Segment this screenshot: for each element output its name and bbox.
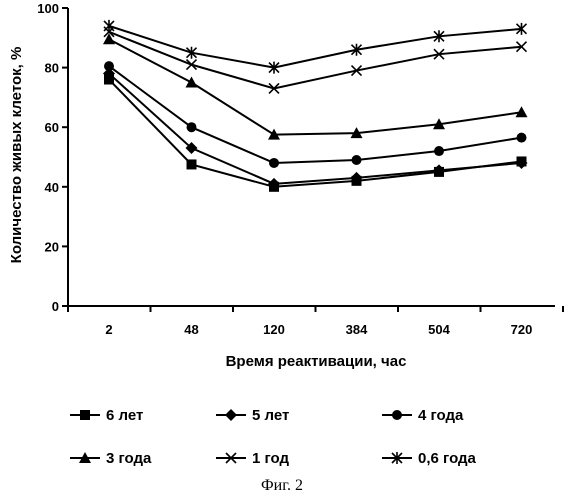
y-tick-label: 20 (45, 239, 59, 254)
series (104, 20, 527, 74)
y-tick-label: 100 (37, 1, 59, 16)
data-point (187, 122, 197, 132)
data-point (392, 410, 402, 420)
legend-item: 1 год (216, 450, 290, 467)
series-line (109, 74, 522, 184)
y-axis-title: Количество живых клеток, % (8, 47, 25, 264)
data-point (269, 158, 279, 168)
legend-item: 0,6 года (382, 450, 477, 467)
legend-item: 6 лет (70, 407, 143, 424)
series (103, 68, 528, 190)
series (103, 33, 528, 139)
series (104, 27, 527, 94)
legend-item: 3 года (70, 450, 152, 467)
y-tick-label: 80 (45, 61, 59, 76)
data-point (352, 155, 362, 165)
y-tick-label: 40 (45, 180, 59, 195)
data-point (434, 146, 444, 156)
series (104, 61, 527, 168)
data-point (187, 159, 197, 169)
x-tick-label: 120 (263, 322, 285, 337)
y-axis-ticks: 0 20 40 60 80 100 (37, 1, 68, 314)
legend-item: 5 лет (216, 407, 289, 424)
y-tick-label: 0 (52, 299, 59, 314)
legend-label: 1 год (252, 450, 290, 467)
data-point (517, 133, 527, 143)
x-tick-label: 504 (428, 322, 450, 337)
figure-caption: Фиг. 2 (261, 477, 303, 494)
data-point (516, 106, 528, 117)
data-point (80, 410, 90, 420)
legend-label: 0,6 года (418, 450, 477, 467)
series-line (109, 32, 522, 89)
data-point (104, 20, 114, 32)
axes (68, 8, 555, 306)
series-line (109, 26, 522, 68)
legend-label: 6 лет (106, 407, 143, 424)
legend-label: 3 года (106, 450, 152, 467)
x-tick-label: 720 (511, 322, 533, 337)
series-line (109, 39, 522, 134)
data-point (186, 77, 198, 88)
legend-label: 4 года (418, 407, 464, 424)
x-tick-label: 48 (184, 322, 198, 337)
legend: 6 лет 5 лет 4 года 3 года 1 год 0,6 года (70, 407, 477, 467)
data-point (225, 409, 237, 421)
data-point (104, 61, 114, 71)
legend-item: 4 года (382, 407, 464, 424)
x-tick-label: 384 (346, 322, 368, 337)
x-axis-ticks: 2 48 120 384 504 720 (68, 306, 563, 337)
x-axis-title: Время реактивации, час (226, 353, 407, 370)
x-tick-label: 2 (105, 322, 112, 337)
y-tick-label: 60 (45, 120, 59, 135)
series-line (109, 66, 522, 163)
legend-label: 5 лет (252, 407, 289, 424)
series-layer (103, 20, 528, 192)
